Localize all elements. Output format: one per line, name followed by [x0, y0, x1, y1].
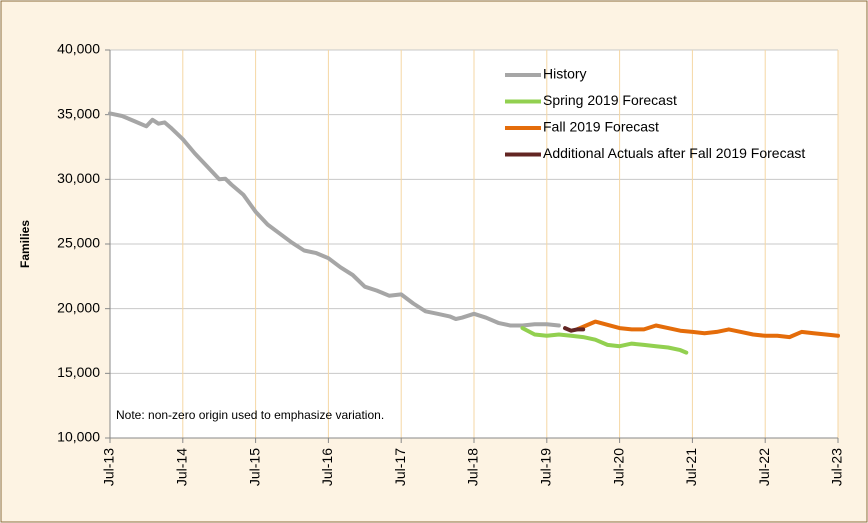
y-tick-label: 10,000 [57, 429, 100, 445]
x-tick-label: Jul-14 [174, 448, 190, 486]
y-tick-label: 40,000 [57, 41, 100, 57]
legend-label: History [543, 66, 587, 82]
legend-label: Additional Actuals after Fall 2019 Forec… [543, 145, 805, 161]
x-tick-label: Jul-21 [683, 448, 699, 486]
series-line [563, 326, 586, 333]
x-tick-label: Jul-13 [101, 448, 117, 486]
x-tick-label: Jul-19 [538, 448, 554, 486]
y-tick-label: 30,000 [57, 170, 100, 186]
y-tick-label: 15,000 [57, 364, 100, 380]
legend-label: Spring 2019 Forecast [543, 92, 677, 108]
y-tick-label: 20,000 [57, 299, 100, 315]
x-tick-label: Jul-15 [246, 448, 262, 486]
x-tick-label: Jul-18 [465, 448, 481, 486]
note: Note: non-zero origin used to emphasize … [116, 408, 384, 422]
y-tick-label: 25,000 [57, 235, 100, 251]
x-tick-label: Jul-20 [610, 448, 626, 486]
y-axis-label: Families [18, 220, 32, 268]
series-line [575, 319, 840, 340]
legend-label: Fall 2019 Forecast [543, 119, 659, 135]
x-tick-label: Jul-16 [319, 448, 335, 486]
x-tick-label: Jul-22 [756, 448, 772, 486]
y-tick-label: 35,000 [57, 105, 100, 121]
series-line [520, 326, 689, 355]
x-tick-label: Jul-23 [829, 448, 845, 486]
series-line [108, 111, 561, 328]
grid [109, 49, 839, 439]
x-tick-label: Jul-17 [392, 448, 408, 486]
